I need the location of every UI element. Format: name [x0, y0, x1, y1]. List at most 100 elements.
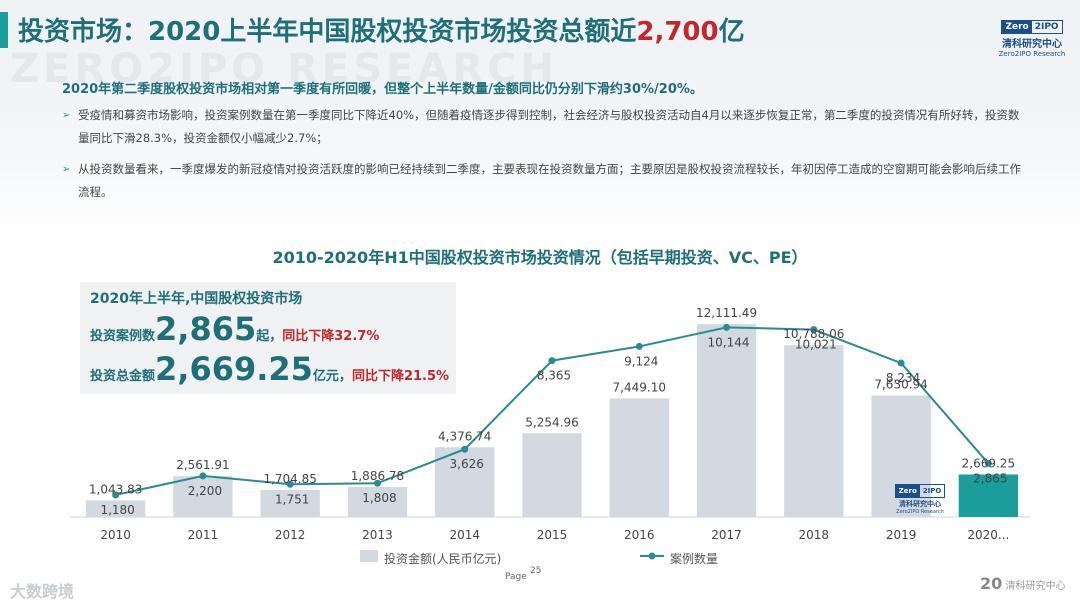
highlight-box: 2020年上半年,中国股权投资市场 投资案例数2,865起，同比下降32.7% … [80, 282, 456, 394]
x-tick-label: 2012 [275, 528, 306, 542]
data-labels: 1,043.83 2,561.91 1,704.85 1,886.78 4,376.74… [89, 306, 1015, 517]
line-value-label: 1,808 [362, 491, 396, 505]
bar-2018 [784, 345, 844, 517]
inner-logo-cn: 清科研究中心 [899, 500, 941, 508]
inner-logo: Zero 2IPO 清科研究中心 Zero2IPO Research [890, 478, 950, 515]
bullet-arrow-icon: ➢ [62, 110, 71, 121]
bullet-arrow-icon: ➢ [62, 164, 71, 175]
case-count-point-2015 [548, 357, 556, 365]
case-count-point-2010 [112, 491, 120, 499]
case-count-point-2017 [723, 323, 731, 331]
line-series [112, 323, 992, 499]
watermark-right: 20 清科研究中心 [980, 574, 1065, 593]
line-value-label: 8,234 [886, 371, 920, 385]
bar-2020... [958, 474, 1019, 517]
case-count-point-2020... [984, 459, 992, 467]
x-tick-label: 2018 [799, 528, 830, 542]
bar-value-label: 2,669.25 [962, 456, 1015, 470]
page-label: Page [505, 572, 527, 582]
line-value-label: 2,200 [188, 484, 222, 498]
bar-2016 [609, 398, 669, 517]
bar-2013 [347, 486, 408, 517]
bullet-text: 从投资数量看来，一季度爆发的新冠疫情对投资活跃度的影响已经持续到二季度，主要表现… [78, 162, 1021, 199]
count-value: 2,865 [155, 310, 257, 348]
line-value-label: 8,365 [537, 369, 571, 383]
bar-value-label: 1,704.85 [263, 472, 316, 486]
bar-2010 [85, 500, 146, 517]
bar-value-label: 5,254.96 [525, 415, 578, 429]
x-tick-label: 2011 [188, 528, 219, 542]
title-accent-value: 2,700 [636, 17, 719, 47]
page-number: 25 [530, 566, 542, 576]
summary-bullet: ➢ 从投资数量看来，一季度爆发的新冠疫情对投资活跃度的影响已经持续到二季度，主要… [62, 158, 1022, 204]
bar-2017 [696, 324, 757, 517]
bar-value-label: 7,630.94 [874, 377, 927, 391]
inner-logo-part2: 2IPO [922, 487, 942, 495]
bar-value-label: 1,886.78 [351, 469, 404, 483]
bar-value-label: 4,376.74 [438, 429, 491, 443]
x-tick-label: 2016 [624, 528, 655, 542]
logo-box: Zero 2IPO [1001, 20, 1063, 34]
x-tick-label: 2019 [886, 528, 917, 542]
bar-value-label: 12,111.49 [696, 306, 757, 320]
legend-line-label: 案例数量 [670, 552, 719, 566]
bar-2011 [173, 476, 233, 517]
title-tail: 亿 [718, 17, 745, 47]
highlight-title: 2020年上半年,中国股权投资市场 [90, 291, 303, 307]
legend-line-marker [648, 552, 656, 560]
logo-part1: Zero [1002, 21, 1032, 33]
x-tick-label: 2020... [967, 528, 1009, 542]
bar-2012 [260, 489, 320, 517]
watermark-right-text: 清科研究中心 [1005, 581, 1066, 592]
case-count-point-2016 [635, 342, 643, 350]
background-watermark: ZERO2IPO RESEARCH [10, 46, 558, 92]
x-tick-label: 2015 [537, 528, 568, 542]
count-label: 投资案例数 [90, 329, 156, 344]
legend-bar-swatch [360, 550, 378, 562]
line-value-label: 10,021 [795, 338, 837, 352]
zero2ipo-logo: Zero 2IPO 清科研究中心 Zero2IPO Research [996, 14, 1068, 58]
logo-en: Zero2IPO Research [998, 50, 1066, 58]
legend-bar-label: 投资金额(人民币亿元) [384, 552, 502, 566]
bar-2015 [522, 433, 582, 517]
inner-logo-part1: Zero [895, 485, 920, 497]
bar-value-label: 10,788.06 [783, 327, 844, 341]
highlight-count-row: 投资案例数2,865起，同比下降32.7% [90, 310, 446, 348]
case-count-point-2014 [461, 445, 469, 453]
x-tick-labels: 2010 2011 2012 2013 2014 2015 2016 2017 2018 2019… [100, 528, 1009, 542]
logo-part2: 2IPO [1034, 22, 1059, 32]
case-count-point-2011 [199, 472, 207, 480]
inner-logo-box: Zero 2IPO [894, 484, 946, 498]
legend-marks [360, 550, 664, 562]
line-value-label: 2,865 [973, 471, 1007, 485]
x-tick-label: 2017 [711, 528, 742, 542]
bar-series [85, 324, 1019, 517]
amount-value: 2,669.25 [155, 350, 313, 388]
amount-change: 同比下降21.5% [351, 369, 450, 384]
summary-bullet: ➢ 受疫情和募资市场影响，投资案例数量在第一季度同比下降近40%，但随着疫情逐步… [62, 104, 1022, 150]
page-title: 投资市场：2020上半年中国股权投资市场投资总额近2,700亿 [18, 12, 745, 52]
count-unit: 起， [256, 329, 283, 344]
amount-unit: 亿元， [312, 369, 352, 384]
line-value-label: 1,751 [275, 492, 309, 506]
title-accent-bar [0, 12, 8, 48]
title-main: 投资市场：2020上半年中国股权投资市场投资总额近 [18, 17, 637, 47]
chart-title: 2010-2020年H1中国股权投资市场投资情况（包括早期投资、VC、PE） [272, 248, 808, 267]
line-value-label: 10,144 [708, 335, 750, 349]
bar-value-label: 2,561.91 [176, 458, 229, 472]
x-tick-label: 2013 [362, 528, 393, 542]
line-value-label: 1,180 [100, 503, 134, 517]
bar-value-label: 1,043.83 [89, 482, 142, 496]
x-tick-label: 2010 [100, 528, 131, 542]
x-tick-label: 2014 [449, 528, 480, 542]
inner-logo-en: Zero2IPO Research [896, 509, 944, 515]
highlight-amount-row: 投资总金额2,669.25亿元，同比下降21.5% [90, 350, 450, 388]
header-background [0, 0, 1080, 240]
case-count-point-2019 [897, 359, 905, 367]
case-count-point-2018 [810, 326, 818, 334]
bar-value-label: 7,449.10 [613, 380, 666, 394]
case-count-point-2012 [286, 480, 294, 488]
line-value-label: 9,124 [624, 354, 658, 368]
watermark-right-big: 20 [980, 574, 1003, 593]
